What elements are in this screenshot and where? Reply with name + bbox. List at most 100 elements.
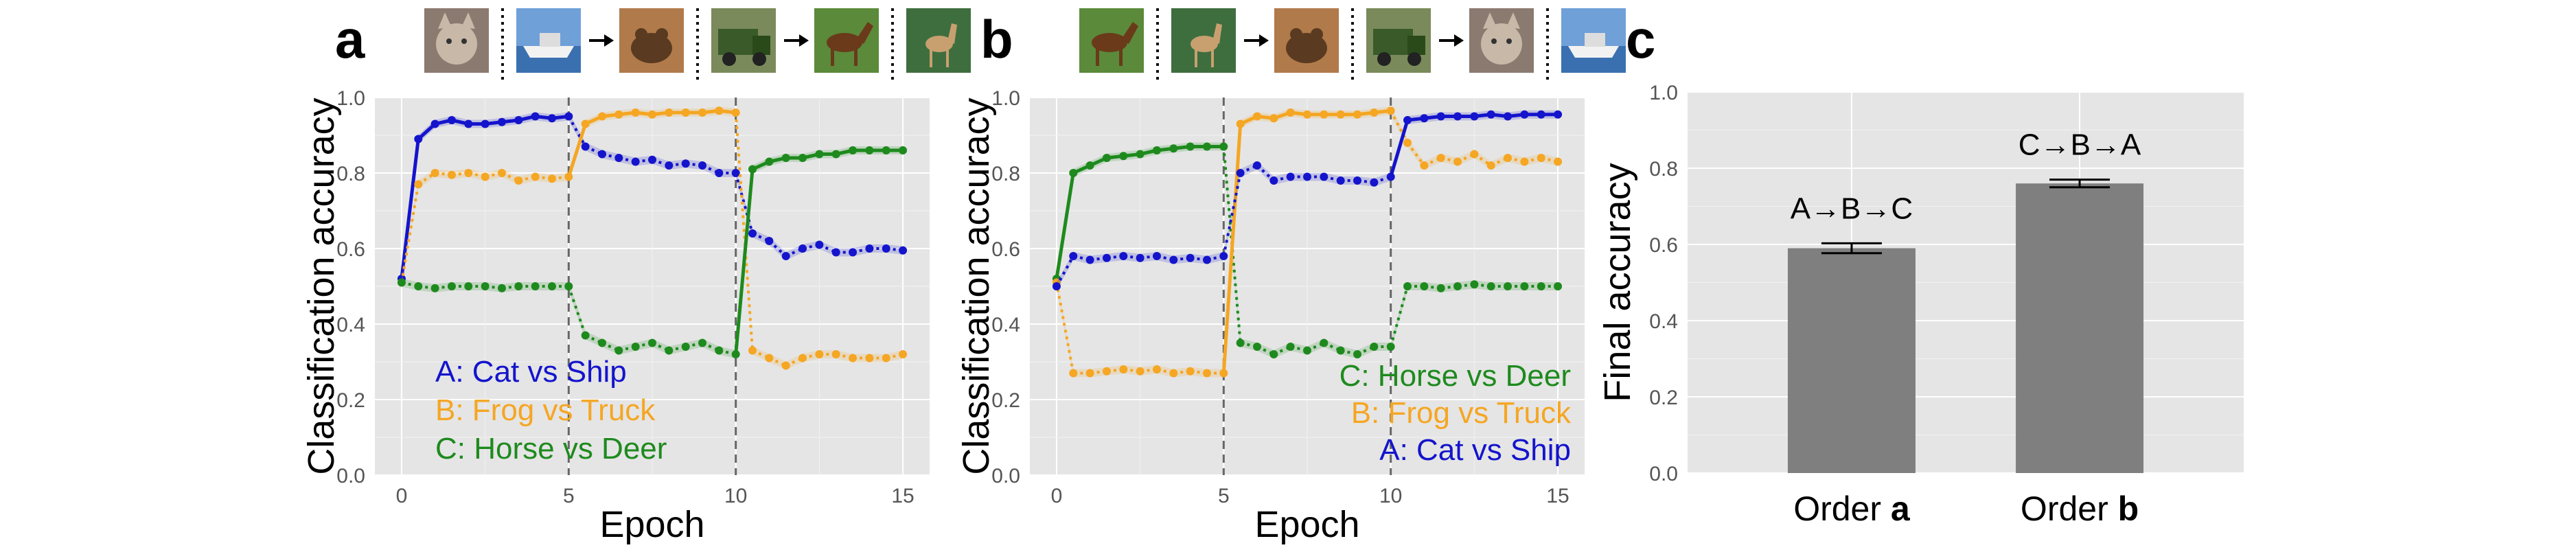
series-segment	[734, 169, 755, 355]
data-point	[397, 278, 406, 287]
data-point	[1119, 152, 1128, 161]
frog-eye-shape	[635, 28, 647, 41]
data-point	[1303, 172, 1311, 181]
data-point	[748, 346, 757, 355]
y-tick-label: 0.8	[336, 163, 365, 185]
data-point	[614, 154, 623, 162]
data-point	[1403, 116, 1412, 124]
truck-image-icon	[1366, 8, 1431, 73]
data-point	[1152, 365, 1161, 373]
leg-shape	[854, 48, 858, 66]
data-point	[430, 284, 439, 292]
data-point	[1537, 110, 1545, 119]
bar-order-label: C→B→A	[2019, 128, 2141, 162]
y-tick-label: 1.0	[336, 87, 365, 110]
data-point	[681, 108, 690, 117]
data-point	[1236, 338, 1245, 347]
horse-neck-shape	[1122, 22, 1138, 44]
y-tick-label: 0.6	[1649, 234, 1678, 257]
data-point	[631, 343, 640, 351]
y-tick-label: 0.6	[991, 238, 1020, 261]
data-point	[1152, 146, 1161, 154]
frog-eye-shape	[656, 28, 668, 41]
category-order-letter: b	[2118, 490, 2139, 528]
data-point	[1202, 255, 1211, 264]
cabin-shape	[1585, 33, 1605, 47]
data-point	[531, 282, 540, 290]
data-point	[1504, 154, 1513, 162]
data-point	[1537, 282, 1545, 290]
data-point	[1537, 154, 1545, 162]
head-shape	[436, 23, 477, 65]
leg-shape	[946, 49, 949, 67]
data-point	[731, 108, 740, 117]
wheel-shape	[722, 52, 736, 66]
data-point	[430, 169, 439, 177]
data-point	[614, 110, 623, 119]
truck-body-shape	[718, 29, 758, 55]
deer-image-icon	[1171, 8, 1236, 73]
data-point	[1504, 282, 1513, 290]
ear-shape	[1483, 12, 1497, 29]
data-point	[899, 146, 908, 154]
data-point	[1554, 110, 1563, 119]
truck-cab-shape	[1407, 36, 1425, 55]
wheel-shape	[752, 52, 766, 66]
data-point	[1554, 157, 1563, 166]
data-point	[447, 170, 456, 179]
data-point	[464, 282, 473, 290]
x-tick-label: 0	[1051, 485, 1063, 507]
y-tick-label: 0.0	[991, 465, 1020, 487]
data-point	[581, 331, 590, 340]
y-tick-label: 1.0	[991, 87, 1020, 110]
data-point	[698, 161, 707, 170]
truck-body-shape	[1373, 29, 1413, 55]
horse-body-shape	[827, 33, 862, 52]
data-point	[748, 229, 757, 238]
leg-shape	[1211, 49, 1214, 67]
frog-eye-shape	[1290, 28, 1302, 41]
y-tick-label: 0.2	[991, 389, 1020, 412]
data-point	[1554, 282, 1563, 290]
data-point	[1520, 282, 1529, 290]
data-point	[665, 346, 674, 355]
data-point	[748, 165, 757, 174]
data-point	[1069, 369, 1078, 378]
wheel-shape	[1407, 52, 1421, 66]
data-point	[882, 354, 890, 363]
leg-shape	[930, 49, 932, 67]
data-point	[1386, 343, 1395, 351]
data-point	[1252, 343, 1261, 351]
data-point	[815, 150, 824, 159]
data-point	[1420, 161, 1429, 170]
data-point	[849, 146, 858, 154]
data-point	[597, 338, 606, 347]
category-prefix: Order	[1793, 490, 1891, 528]
data-point	[831, 248, 840, 257]
data-point	[731, 350, 740, 358]
data-point	[1370, 343, 1379, 351]
series-segment	[567, 286, 587, 336]
data-point	[464, 169, 473, 177]
arrowhead-icon	[604, 34, 614, 47]
deer-image-icon	[906, 8, 971, 73]
y-tick-label: 0.8	[1649, 158, 1678, 181]
truck-image-icon	[711, 8, 776, 73]
data-point	[1152, 252, 1161, 260]
hull-shape	[1568, 46, 1619, 58]
data-point	[497, 284, 506, 292]
data-point	[731, 169, 740, 177]
data-point	[1520, 157, 1529, 166]
data-point	[531, 112, 540, 121]
ear-shape	[1506, 12, 1520, 29]
data-point	[1236, 169, 1245, 177]
legend-entry: A: Cat vs Ship	[435, 355, 627, 389]
y-axis-label: Classification accuracy	[301, 97, 342, 474]
data-point	[1353, 110, 1362, 119]
x-tick-label: 5	[1218, 485, 1230, 507]
bar	[2016, 183, 2144, 473]
series-segment	[1055, 282, 1075, 373]
data-point	[1186, 367, 1195, 376]
data-point	[447, 282, 456, 290]
